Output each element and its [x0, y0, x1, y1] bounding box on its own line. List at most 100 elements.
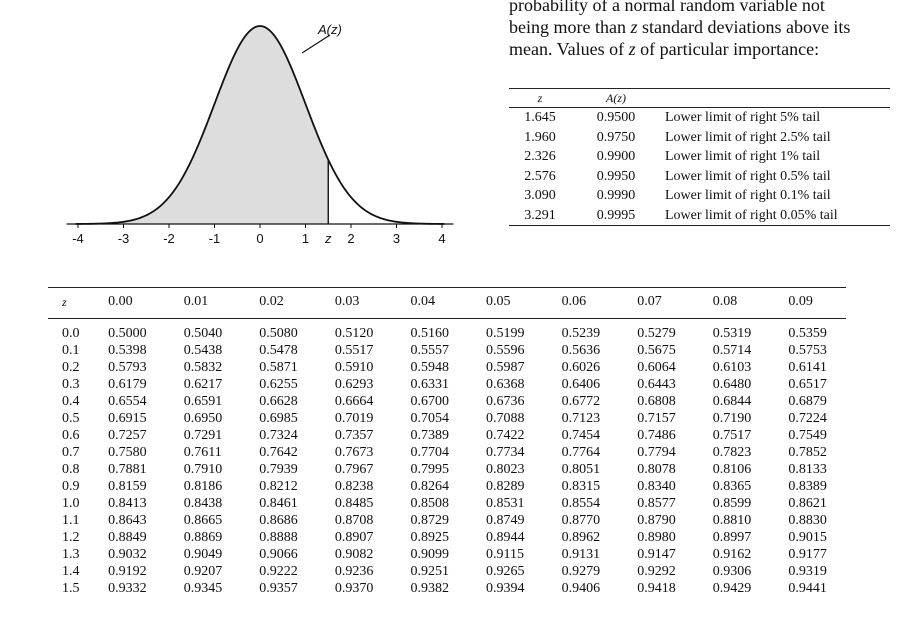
probability-cell: 0.6443	[637, 377, 676, 392]
column-header-decimal: 0.09	[770, 287, 846, 319]
x-tick-label: -3	[118, 231, 130, 246]
probability-cell: 0.8907	[334, 530, 374, 545]
probability-cell: 0.8078	[637, 462, 676, 477]
az-value: 0.9950	[596, 168, 636, 184]
probability-cell: 0.9319	[788, 564, 827, 579]
x-tick-label: 3	[393, 231, 400, 246]
probability-cell: 0.8264	[410, 479, 449, 494]
probability-cell: 0.7580	[108, 445, 147, 460]
az-value: 0.9995	[571, 205, 661, 226]
probability-cell: 0.6554	[108, 394, 147, 409]
table-row: 0.6 0.7257 0.7291 0.7324 0.7357 0.7389 0.7422 0…	[48, 427, 846, 444]
probability-cell: 0.7794	[637, 445, 676, 460]
probability-cell: 0.8554	[561, 496, 601, 511]
probability-cell: 0.9236	[334, 564, 374, 579]
important-row: 3.090 0.9990 Lower limit of right 0.1% tai…	[509, 186, 890, 206]
table-row: 0.0 0.5000 0.5040 0.5080 0.5120 0.5160 0.5199 0…	[48, 319, 846, 343]
probability-cell: 0.8621	[788, 496, 827, 511]
probability-cell: 0.5478	[259, 343, 298, 358]
probability-cell: 0.7673	[334, 445, 374, 460]
intro-line-2: being more than z standard deviations ab…	[509, 16, 899, 38]
probability-cell: 0.9032	[108, 547, 147, 562]
probability-cell: 0.8051	[561, 462, 601, 477]
column-header-decimal: 0.07	[619, 287, 695, 319]
probability-cell: 0.9099	[410, 547, 449, 562]
row-z-value: 0.1	[62, 343, 80, 358]
intro-z-var: z	[628, 39, 636, 59]
probability-cell: 0.7611	[183, 445, 222, 460]
probability-cell: 0.6293	[334, 377, 374, 392]
probability-cell: 0.6064	[637, 360, 676, 375]
column-header-decimal: 0.06	[543, 287, 620, 319]
column-header-decimal: 0.01	[165, 287, 242, 319]
table-row: 0.5 0.6915 0.6950 0.6985 0.7019 0.7054 0.7088 0…	[48, 410, 846, 427]
probability-cell: 0.7939	[259, 462, 298, 477]
curve-label-leader	[301, 34, 331, 54]
az-value: 0.9500	[596, 110, 636, 125]
probability-cell: 0.5000	[108, 326, 147, 341]
intro-line-1: probability of a normal random variable …	[509, 0, 825, 15]
probability-cell: 0.7157	[637, 411, 676, 426]
probability-cell: 0.7910	[183, 462, 223, 477]
z-marker-label: z	[324, 231, 332, 246]
probability-cell: 0.6985	[259, 411, 298, 426]
important-values-table: z A(z) 1.645 0.9500 Lower limit of right 5…	[509, 88, 890, 226]
probability-cell: 0.8159	[108, 479, 147, 494]
probability-cell: 0.8925	[410, 530, 449, 545]
probability-cell: 0.8365	[712, 479, 752, 494]
z-value: 2.326	[524, 149, 556, 164]
important-row: 2.576 0.9950 Lower limit of right 0.5% tai…	[509, 167, 890, 187]
row-z-value: 0.3	[62, 377, 80, 392]
probability-cell: 0.7088	[486, 411, 525, 426]
normal-curve-figure: -4 -3 -2 -1 0 1 2 3 4 z A(z)	[66, 22, 454, 246]
header-az: A(z)	[571, 88, 661, 108]
probability-cell: 0.8790	[637, 513, 676, 528]
probability-cell: 0.5557	[410, 343, 449, 358]
probability-cell: 0.5239	[561, 326, 601, 341]
row-z-value: 1.4	[62, 564, 80, 579]
probability-cell: 0.9306	[712, 564, 752, 579]
probability-cell: 0.5871	[259, 360, 298, 375]
column-header-decimal: 0.05	[468, 287, 544, 319]
probability-cell: 0.7257	[108, 428, 147, 443]
important-row: 1.960 0.9750 Lower limit of right 2.5% tai…	[509, 128, 890, 148]
standard-normal-grid: z 0.00 0.01 0.02 0.03 0.04 0.05 0.06 0.07 0.08 0.0…	[48, 287, 846, 597]
probability-cell: 0.6700	[410, 394, 449, 409]
probability-cell: 0.9441	[788, 581, 827, 596]
probability-cell: 0.5040	[183, 326, 223, 341]
table-row: 1.4 0.9192 0.9207 0.9222 0.9236 0.9251 0.9265 0…	[48, 563, 846, 580]
probability-cell: 0.9049	[183, 547, 223, 562]
probability-cell: 0.7054	[410, 411, 449, 426]
intro-line-2-pre: being more than	[509, 17, 631, 37]
important-values-header-row: z A(z)	[509, 88, 890, 108]
probability-cell: 0.7291	[183, 428, 223, 443]
probability-cell: 0.8810	[712, 513, 752, 528]
probability-cell: 0.7389	[410, 428, 449, 443]
probability-cell: 0.8485	[334, 496, 374, 511]
probability-cell: 0.6368	[486, 377, 525, 392]
row-z-value: 0.6	[62, 428, 80, 443]
row-z-value: 0.8	[62, 462, 80, 477]
probability-cell: 0.9115	[486, 547, 525, 562]
probability-cell: 0.5753	[788, 343, 827, 358]
z-value: 1.645	[524, 110, 556, 125]
z-value: 3.291	[509, 205, 571, 226]
probability-cell: 0.9357	[259, 581, 298, 596]
probability-cell: 0.6217	[183, 377, 223, 392]
header-z: z	[509, 88, 571, 108]
intro-line-3-post: of particular importance:	[635, 39, 820, 59]
probability-cell: 0.9177	[788, 547, 827, 562]
tail-description: Lower limit of right 0.1% tail	[665, 188, 831, 203]
az-value: 0.9990	[596, 188, 636, 203]
z-value: 3.090	[524, 188, 556, 203]
important-row: 1.645 0.9500 Lower limit of right 5% tail	[509, 108, 890, 128]
probability-cell: 0.6736	[486, 394, 525, 409]
probability-cell: 0.5080	[259, 326, 298, 341]
probability-cell: 0.8708	[334, 513, 374, 528]
probability-cell: 0.5832	[183, 360, 223, 375]
x-axis-ticks: -4 -3 -2 -1 0 1 2 3 4 z	[72, 224, 446, 246]
probability-cell: 0.7517	[712, 428, 752, 443]
probability-cell: 0.5279	[637, 326, 676, 341]
probability-cell: 0.6808	[637, 394, 676, 409]
probability-cell: 0.7019	[334, 411, 374, 426]
